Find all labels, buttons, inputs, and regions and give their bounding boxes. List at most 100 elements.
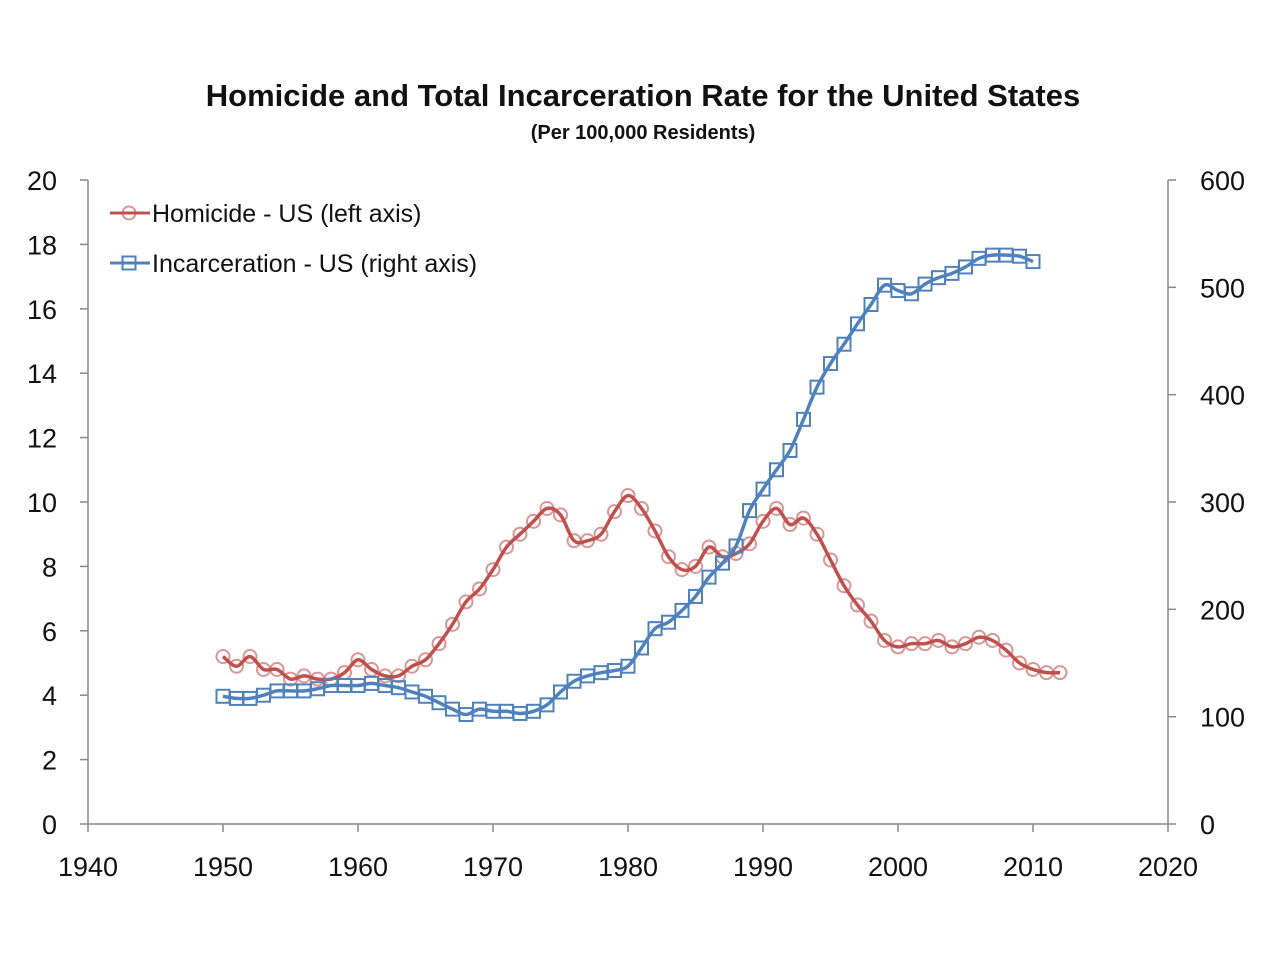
data-point-circle: [607, 504, 622, 520]
y-right-tick-label: 200: [1200, 595, 1245, 625]
data-point-circle: [499, 539, 514, 555]
data-point-square: [809, 379, 825, 395]
data-point-circle: [917, 636, 933, 652]
data-point-circle: [890, 639, 906, 655]
data-point-circle: [431, 636, 447, 652]
y-left-tick-label: 16: [27, 295, 57, 325]
data-point-square: [674, 602, 690, 618]
data-point-circle: [269, 661, 285, 677]
x-tick-label: 1990: [733, 852, 793, 882]
data-point-circle: [553, 507, 568, 523]
data-point-circle: [539, 500, 555, 516]
data-point-circle: [877, 632, 892, 648]
data-point-circle: [958, 636, 973, 652]
data-point-circle: [1025, 661, 1041, 677]
data-point-circle: [1052, 665, 1068, 681]
legend-label: Homicide - US (left axis): [152, 200, 422, 228]
data-point-circle: [769, 500, 784, 516]
x-tick-label: 2000: [868, 852, 928, 882]
legend-label: Incarceration - US (right axis): [152, 250, 477, 278]
x-tick-label: 1980: [598, 852, 658, 882]
x-tick-label: 1960: [328, 852, 388, 882]
y-right-tick-label: 500: [1200, 273, 1245, 303]
data-point-circle: [809, 526, 825, 542]
data-point-circle: [823, 552, 838, 568]
data-point-circle: [242, 649, 258, 665]
y-right-tick-label: 0: [1200, 810, 1215, 840]
axes: 1940 1950 1960 1970 1980 1990 2000 2010 20200246…: [27, 166, 1245, 882]
data-point-circle: [634, 500, 649, 516]
x-tick-label: 1970: [463, 852, 523, 882]
data-point-circle: [391, 668, 406, 684]
data-point-circle: [850, 597, 865, 613]
data-point-circle: [688, 558, 703, 574]
y-left-tick-label: 2: [42, 746, 57, 776]
data-point-circle: [674, 562, 690, 578]
x-tick-label: 1950: [193, 852, 253, 882]
y-left-tick-label: 10: [27, 488, 57, 518]
legend-circle-icon: [121, 205, 137, 221]
data-point-square: [661, 614, 676, 630]
y-left-tick-label: 8: [42, 552, 57, 582]
y-right-tick-label: 600: [1200, 166, 1245, 196]
data-point-circle: [215, 649, 231, 665]
y-left-tick-label: 18: [27, 230, 57, 260]
data-point-circle: [1012, 655, 1027, 671]
y-left-tick-label: 0: [42, 810, 57, 840]
series-incarceration: [215, 247, 1041, 723]
data-point-circle: [512, 526, 528, 542]
data-point-circle: [944, 639, 960, 655]
data-point-circle: [229, 658, 244, 674]
data-point-square: [836, 336, 852, 352]
data-point-square: [620, 658, 636, 674]
chart-subtitle: (Per 100,000 Residents): [531, 122, 756, 144]
data-point-circle: [701, 539, 717, 555]
data-point-circle: [863, 613, 879, 629]
data-point-square: [742, 503, 757, 519]
data-point-circle: [485, 562, 501, 578]
data-point-circle: [647, 523, 663, 539]
data-point-circle: [526, 513, 541, 529]
data-point-circle: [661, 549, 676, 565]
data-point-circle: [971, 629, 987, 645]
plot-area: [215, 247, 1068, 723]
data-point-square: [1025, 254, 1041, 270]
data-point-circle: [296, 668, 312, 684]
x-tick-label: 2010: [1003, 852, 1063, 882]
x-tick-label: 2020: [1138, 852, 1198, 882]
data-point-circle: [472, 581, 487, 597]
legend-square-icon: [121, 255, 137, 271]
y-left-tick-label: 14: [27, 359, 57, 389]
data-point-circle: [796, 510, 811, 526]
x-tick-label: 1940: [58, 852, 118, 882]
data-point-circle: [350, 652, 366, 668]
data-point-circle: [998, 642, 1014, 658]
data-point-square: [769, 462, 784, 478]
y-left-tick-label: 20: [27, 166, 57, 196]
data-point-circle: [931, 632, 946, 648]
data-point-circle: [283, 671, 298, 687]
data-point-square: [796, 411, 811, 427]
data-point-circle: [580, 533, 595, 549]
data-point-square: [850, 316, 865, 332]
data-point-circle: [418, 652, 433, 668]
data-point-square: [958, 259, 973, 275]
data-point-square: [755, 481, 771, 497]
data-point-circle: [755, 513, 771, 529]
data-point-square: [688, 588, 703, 604]
data-point-circle: [985, 632, 1000, 648]
data-point-circle: [593, 526, 609, 542]
chart-title: Homicide and Total Incarceration Rate fo…: [206, 78, 1080, 113]
data-point-square: [553, 684, 568, 700]
data-point-square: [634, 640, 649, 656]
data-point-square: [701, 569, 717, 585]
series-line: [222, 253, 1034, 717]
data-point-circle: [620, 488, 636, 504]
y-left-tick-label: 12: [27, 424, 57, 454]
data-point-square: [904, 286, 919, 302]
data-point-square: [863, 297, 879, 313]
data-point-circle: [836, 578, 852, 594]
data-point-square: [715, 555, 730, 571]
y-left-tick-label: 4: [42, 681, 57, 711]
legend: Homicide - US (left axis) Incarceration -…: [110, 200, 477, 278]
